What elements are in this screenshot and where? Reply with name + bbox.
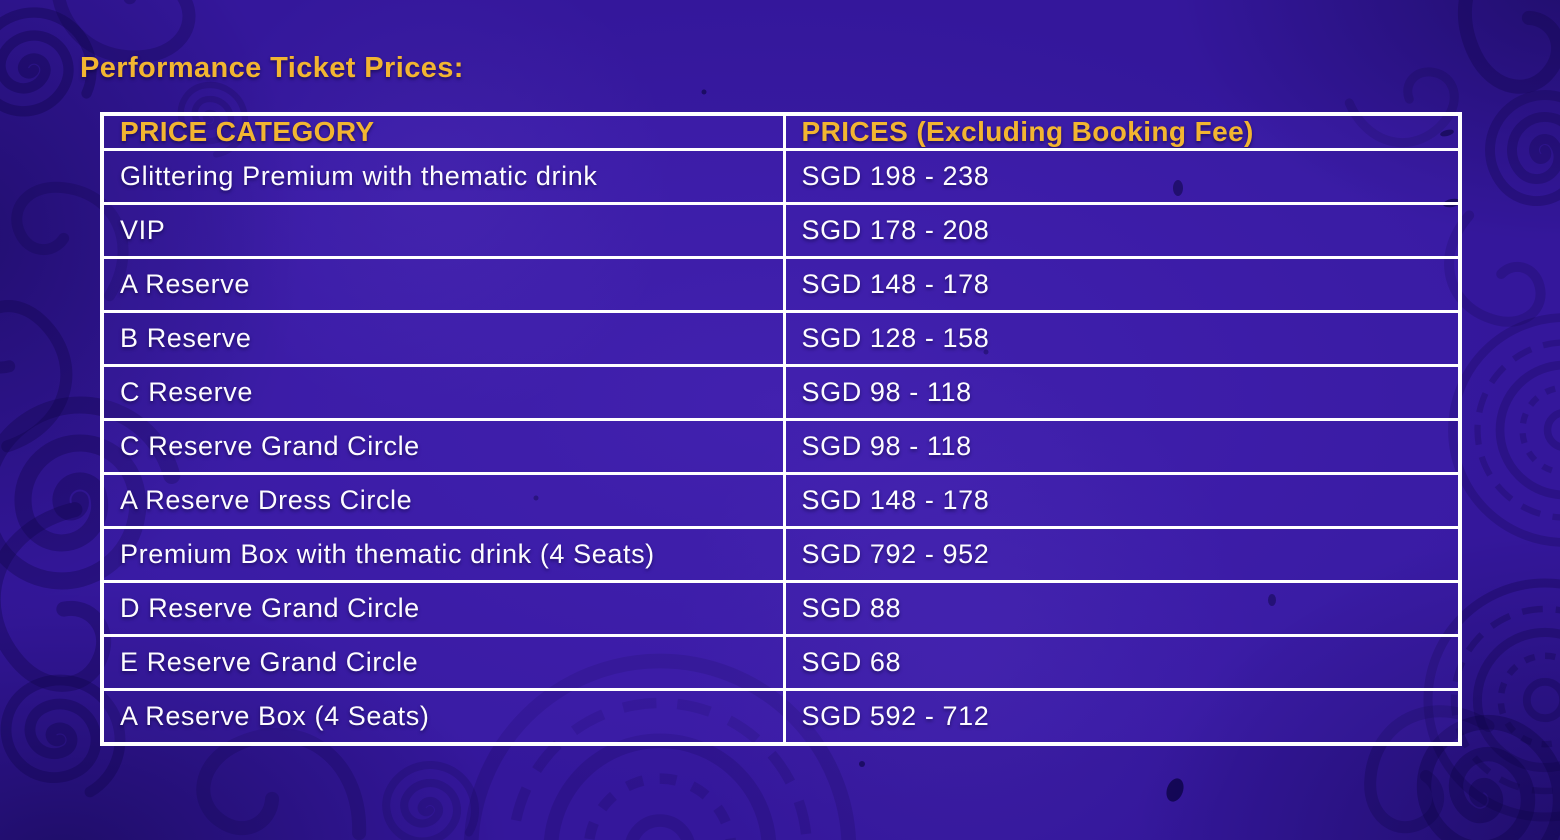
column-header-prices: PRICES (Excluding Booking Fee) — [782, 112, 1462, 151]
category-cell: A Reserve — [100, 255, 786, 313]
category-cell: C Reserve — [100, 363, 786, 421]
table-row: E Reserve Grand Circle SGD 68 — [100, 633, 1462, 691]
table-row: VIP SGD 178 - 208 — [100, 201, 1462, 259]
category-cell: Premium Box with thematic drink (4 Seats… — [100, 525, 786, 583]
category-cell: B Reserve — [100, 309, 786, 367]
category-cell: VIP — [100, 201, 786, 259]
category-cell: A Reserve Box (4 Seats) — [100, 687, 786, 746]
price-cell: SGD 148 - 178 — [782, 471, 1462, 529]
category-cell: E Reserve Grand Circle — [100, 633, 786, 691]
price-table-body: Glittering Premium with thematic drink S… — [100, 148, 1462, 746]
price-cell: SGD 68 — [782, 633, 1462, 691]
price-cell: SGD 198 - 238 — [782, 148, 1462, 205]
table-row: D Reserve Grand Circle SGD 88 — [100, 579, 1462, 637]
price-cell: SGD 792 - 952 — [782, 525, 1462, 583]
column-header-price-category: PRICE CATEGORY — [100, 112, 786, 151]
price-cell: SGD 98 - 118 — [782, 417, 1462, 475]
table-row: A Reserve SGD 148 - 178 — [100, 255, 1462, 313]
price-cell: SGD 592 - 712 — [782, 687, 1462, 746]
category-cell: C Reserve Grand Circle — [100, 417, 786, 475]
table-row: C Reserve SGD 98 - 118 — [100, 363, 1462, 421]
table-row: Premium Box with thematic drink (4 Seats… — [100, 525, 1462, 583]
price-cell: SGD 178 - 208 — [782, 201, 1462, 259]
table-header-row: PRICE CATEGORY PRICES (Excluding Booking… — [100, 112, 1462, 151]
table-row: A Reserve Box (4 Seats) SGD 592 - 712 — [100, 687, 1462, 746]
category-cell: D Reserve Grand Circle — [100, 579, 786, 637]
price-table: PRICE CATEGORY PRICES (Excluding Booking… — [100, 112, 1462, 746]
price-cell: SGD 98 - 118 — [782, 363, 1462, 421]
table-row: Glittering Premium with thematic drink S… — [100, 148, 1462, 205]
category-cell: Glittering Premium with thematic drink — [100, 148, 786, 205]
category-cell: A Reserve Dress Circle — [100, 471, 786, 529]
page-title: Performance Ticket Prices: — [80, 52, 464, 84]
table-row: A Reserve Dress Circle SGD 148 - 178 — [100, 471, 1462, 529]
table-row: C Reserve Grand Circle SGD 98 - 118 — [100, 417, 1462, 475]
price-cell: SGD 148 - 178 — [782, 255, 1462, 313]
price-cell: SGD 128 - 158 — [782, 309, 1462, 367]
price-cell: SGD 88 — [782, 579, 1462, 637]
table-row: B Reserve SGD 128 - 158 — [100, 309, 1462, 367]
